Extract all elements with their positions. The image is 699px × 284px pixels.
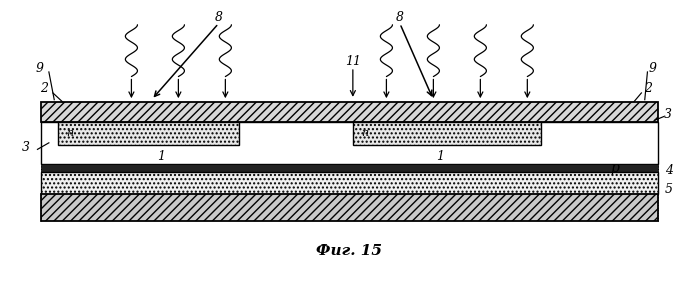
Text: n: n [66, 128, 73, 138]
Text: 8: 8 [215, 11, 223, 24]
Bar [41, 194, 658, 221]
Text: Фиг. 15: Фиг. 15 [317, 244, 382, 258]
Text: 1: 1 [157, 151, 166, 164]
Bar [41, 164, 658, 172]
Text: 4: 4 [665, 164, 673, 177]
Text: 9: 9 [36, 62, 43, 75]
Text: 5: 5 [665, 183, 673, 196]
Text: 1: 1 [436, 151, 444, 164]
Text: p: p [610, 161, 619, 175]
Text: 2: 2 [644, 82, 652, 95]
Text: 3: 3 [664, 108, 672, 121]
Bar [353, 122, 541, 145]
Bar [41, 122, 658, 164]
Text: 2: 2 [40, 82, 48, 95]
Text: 3: 3 [22, 141, 30, 154]
Bar [41, 103, 658, 122]
Bar [57, 122, 239, 145]
Text: 8: 8 [396, 11, 404, 24]
Text: 11: 11 [345, 55, 361, 68]
Bar [41, 172, 658, 194]
Text: n: n [361, 128, 368, 138]
Text: 9: 9 [649, 62, 657, 75]
